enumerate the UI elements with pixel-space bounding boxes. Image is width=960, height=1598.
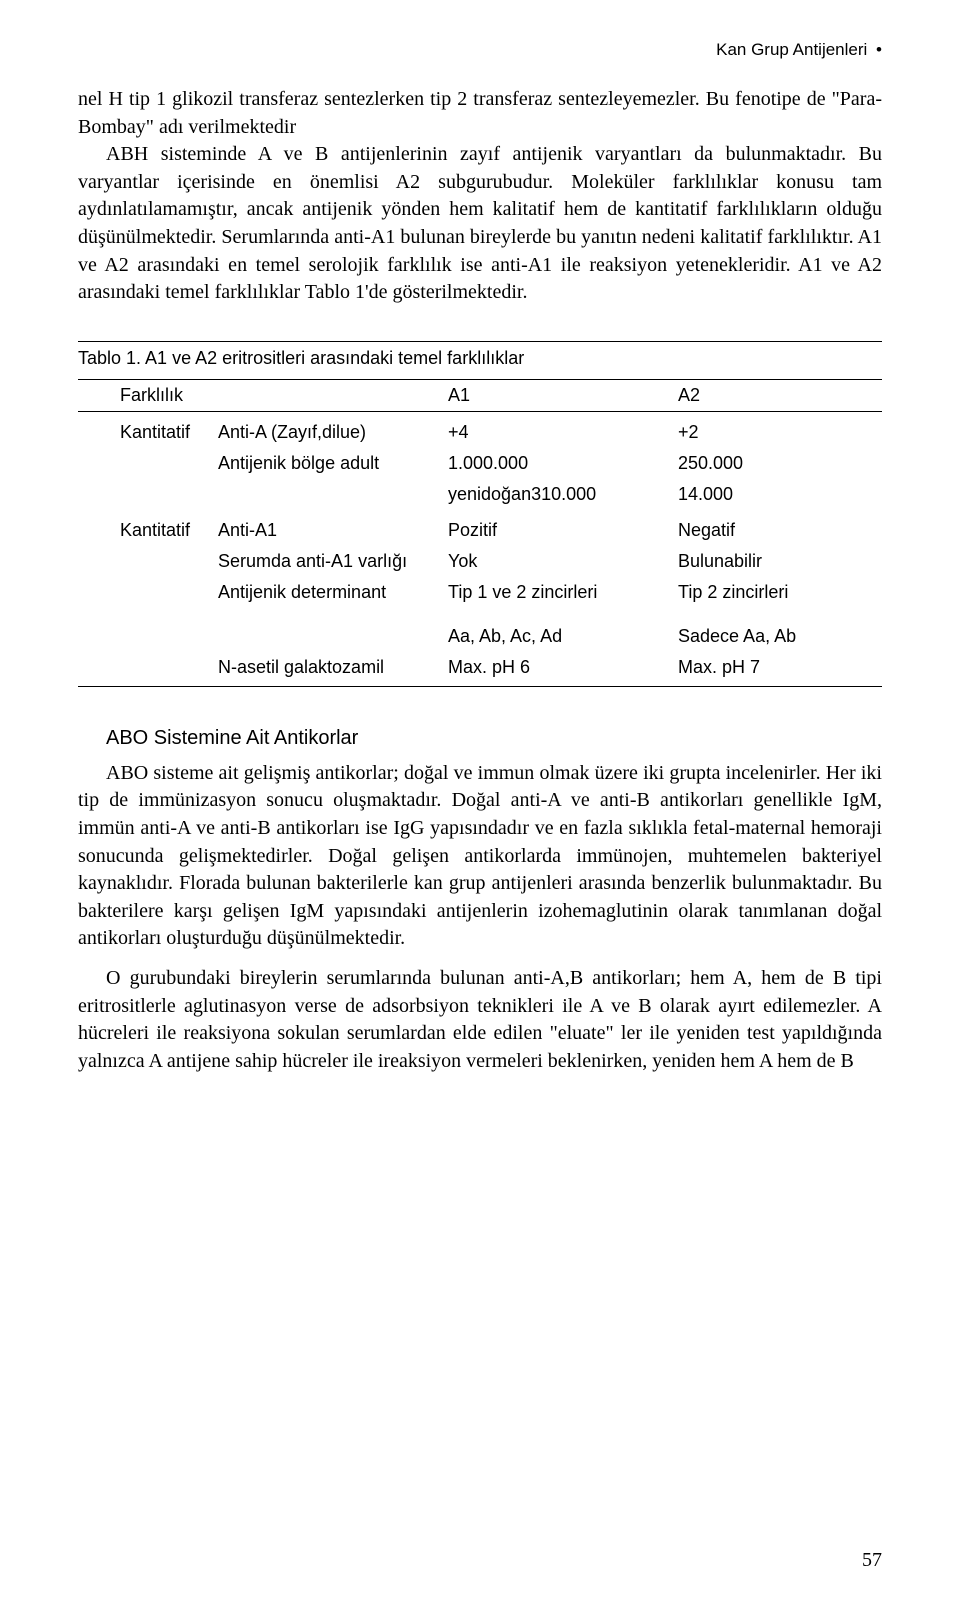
table-cell: +2 — [678, 411, 882, 448]
para-text: O gurubundaki bireylerin serumlarında bu… — [78, 967, 882, 1072]
table-header-row: Farklılık A1 A2 — [78, 379, 882, 411]
table-cell: Max. pH 7 — [678, 652, 882, 687]
table-group-2: Kantitatif Anti-A1 Pozitif Negatif Serum… — [78, 510, 882, 608]
section-title: ABO Sistemine Ait Antikorlar — [78, 727, 882, 750]
table-cell: Antijenik bölge adult — [218, 448, 448, 479]
table-row: yenidoğan310.000 14.000 — [78, 479, 882, 510]
table-cell: Max. pH 6 — [448, 652, 678, 687]
comparison-table: Farklılık A1 A2 Kantitatif Anti-A (Zayıf… — [78, 379, 882, 687]
page-header: Kan Grup Antijenleri • — [78, 40, 882, 60]
table-row: Aa, Ab, Ac, Ad Sadece Aa, Ab — [78, 608, 882, 652]
table-cell: N-asetil galaktozamil — [218, 652, 448, 687]
table-row: Kantitatif Anti-A (Zayıf,dilue) +4 +2 — [78, 411, 882, 448]
intro-line2: ABH sisteminde A ve B antijenlerinin zay… — [78, 143, 882, 303]
table-row: N-asetil galaktozamil Max. pH 6 Max. pH … — [78, 652, 882, 687]
table-group-3: Aa, Ab, Ac, Ad Sadece Aa, Ab N-asetil ga… — [78, 608, 882, 687]
intro-text: nel H tip 1 glikozil transferaz sentezle… — [78, 86, 882, 307]
section-paragraph-1: ABO sisteme ait gelişmiş antikorlar; doğ… — [78, 760, 882, 953]
section-paragraph-2: O gurubundaki bireylerin serumlarında bu… — [78, 965, 882, 1075]
table-cell: Yok — [448, 546, 678, 577]
table-cell: yenidoğan310.000 — [448, 479, 678, 510]
table-cell: Negatif — [678, 510, 882, 546]
table-cell: Sadece Aa, Ab — [678, 608, 882, 652]
table-cell: Aa, Ab, Ac, Ad — [448, 608, 678, 652]
table-cell: 14.000 — [678, 479, 882, 510]
table-cell: 250.000 — [678, 448, 882, 479]
table-title: Tablo 1. A1 ve A2 eritrositleri arasında… — [78, 341, 882, 369]
table-col-0: Farklılık — [78, 379, 218, 411]
table-row: Antijenik determinant Tip 1 ve 2 zincirl… — [78, 577, 882, 608]
page-number: 57 — [862, 1549, 882, 1572]
table-cell: Kantitatif — [78, 510, 218, 546]
table-cell — [218, 608, 448, 652]
table-cell: Kantitatif — [78, 411, 218, 448]
table-cell: Bulunabilir — [678, 546, 882, 577]
table-col-3: A2 — [678, 379, 882, 411]
header-title: Kan Grup Antijenleri — [716, 40, 867, 59]
table-cell: 1.000.000 — [448, 448, 678, 479]
header-bullet: • — [876, 40, 882, 59]
table-col-1 — [218, 379, 448, 411]
table-cell — [78, 577, 218, 608]
table-cell: Anti-A (Zayıf,dilue) — [218, 411, 448, 448]
table-group-1: Kantitatif Anti-A (Zayıf,dilue) +4 +2 An… — [78, 411, 882, 510]
table-row: Antijenik bölge adult 1.000.000 250.000 — [78, 448, 882, 479]
table-row: Kantitatif Anti-A1 Pozitif Negatif — [78, 510, 882, 546]
table-row: Serumda anti-A1 varlığı Yok Bulunabilir — [78, 546, 882, 577]
table-cell: Antijenik determinant — [218, 577, 448, 608]
table-cell: Pozitif — [448, 510, 678, 546]
table-cell — [78, 479, 218, 510]
intro-line1: nel H tip 1 glikozil transferaz sentezle… — [78, 88, 882, 138]
table-cell — [78, 448, 218, 479]
para-text: ABO sisteme ait gelişmiş antikorlar; doğ… — [78, 762, 882, 950]
table-cell: Serumda anti-A1 varlığı — [218, 546, 448, 577]
table-cell: +4 — [448, 411, 678, 448]
table-cell: Tip 2 zincirleri — [678, 577, 882, 608]
table-cell — [78, 546, 218, 577]
table-col-2: A1 — [448, 379, 678, 411]
table-cell: Anti-A1 — [218, 510, 448, 546]
table-cell: Tip 1 ve 2 zincirleri — [448, 577, 678, 608]
table-cell — [78, 608, 218, 652]
table-cell — [218, 479, 448, 510]
table-cell — [78, 652, 218, 687]
